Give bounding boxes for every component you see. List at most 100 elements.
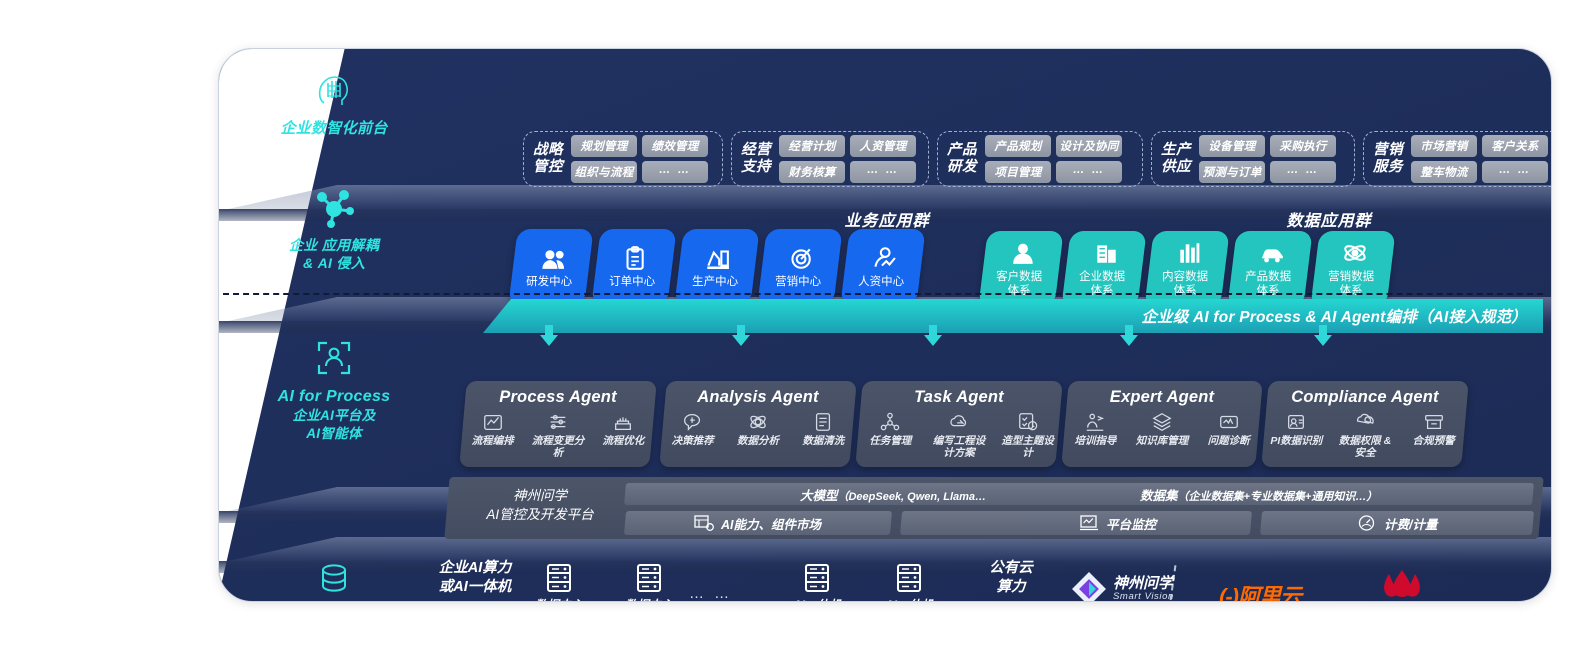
chart-box-icon bbox=[483, 414, 502, 430]
domain-chip-grid: 经营计划 人资管理 财务核算… … bbox=[779, 135, 916, 183]
domain-chip[interactable]: … … bbox=[642, 161, 708, 183]
app-card[interactable]: 企业数据 体系 bbox=[1061, 231, 1147, 307]
domain-chip[interactable]: 人资管理 bbox=[850, 135, 916, 157]
agent-card[interactable]: Compliance Agent PI数据识别 数据权限 & 安全 合规预警 bbox=[1261, 381, 1469, 467]
user-icon bbox=[1013, 243, 1033, 264]
app-card[interactable]: 营销数据 体系 bbox=[1310, 231, 1396, 307]
agent-capability-label: 数据分析 bbox=[736, 435, 779, 447]
domain-chip[interactable]: 设计及协同 bbox=[1056, 135, 1122, 157]
agent-capability[interactable]: 知识库管理 bbox=[1132, 411, 1193, 447]
infra-node[interactable]: AI一体机 bbox=[869, 561, 949, 601]
agent-capability-label: 任务管理 bbox=[869, 435, 912, 447]
domain-chip[interactable]: 规划管理 bbox=[571, 135, 637, 157]
agent-capability[interactable]: 任务管理 bbox=[859, 411, 922, 459]
agent-capability-label: PI数据识别 bbox=[1270, 435, 1323, 447]
app-card[interactable]: 产品数据 体系 bbox=[1227, 231, 1313, 307]
infra-node[interactable]: AI一体机 bbox=[777, 561, 857, 601]
domain-group-operation[interactable]: 经营 支持 经营计划 人资管理 财务核算… … bbox=[731, 131, 929, 187]
server-icon bbox=[637, 564, 661, 592]
agent-capability[interactable]: 培训指导 bbox=[1065, 411, 1126, 447]
domain-chip[interactable]: … … bbox=[1482, 161, 1548, 183]
domain-group-product[interactable]: 产品 研发 产品规划 设计及协同 项目管理… … bbox=[937, 131, 1143, 187]
app-card[interactable]: 人资中心 bbox=[840, 229, 926, 305]
domain-chip[interactable]: 客户关系 bbox=[1482, 135, 1548, 157]
domain-group-strategy[interactable]: 战略 管控 规划管理 绩效管理 组织与流程… … bbox=[523, 131, 723, 187]
domain-group-production[interactable]: 生产 供应 设备管理 采购执行 预测与订单… … bbox=[1151, 131, 1355, 187]
agent-capability[interactable]: PI数据识别 bbox=[1265, 411, 1328, 459]
sliders-icon bbox=[550, 414, 566, 430]
infra-node[interactable]: 数据中心 bbox=[519, 561, 599, 601]
agent-capability-label: 数据权限 & 安全 bbox=[1338, 435, 1392, 460]
agent-capability[interactable]: 数据权限 & 安全 bbox=[1334, 411, 1397, 459]
agent-capability[interactable]: 数据分析 bbox=[728, 411, 787, 447]
domain-chip[interactable]: 组织与流程 bbox=[571, 161, 637, 183]
domain-group-marketing[interactable]: 营销 服务 市场营销 客户关系 整车物流… … bbox=[1363, 131, 1551, 187]
app-card[interactable]: 客户数据 体系 bbox=[978, 231, 1064, 307]
domain-group-name: 经营 支持 bbox=[741, 141, 771, 175]
agent-capability-label: 流程变更分析 bbox=[531, 435, 585, 460]
agent-capability[interactable]: 数据清洗 bbox=[794, 411, 853, 447]
agent-capability[interactable]: 流程优化 bbox=[594, 411, 653, 459]
server-icon bbox=[897, 564, 921, 592]
domain-chip[interactable]: 预测与订单 bbox=[1199, 161, 1265, 183]
agent-card[interactable]: Analysis Agent 决策推荐 数据分析 数据清洗 bbox=[659, 381, 857, 467]
domain-chip[interactable]: 绩效管理 bbox=[642, 135, 708, 157]
speech-idea-icon bbox=[683, 414, 700, 431]
cake-icon bbox=[615, 417, 632, 430]
agent-capability-label: 流程编排 bbox=[471, 435, 514, 447]
platform-cell-billing[interactable]: 计费/计量 bbox=[1259, 511, 1535, 535]
factory-icon bbox=[707, 250, 729, 269]
domain-chip[interactable]: 经营计划 bbox=[779, 135, 845, 157]
infra-node-label: AI一体机 bbox=[793, 598, 841, 601]
domain-chip-grid: 设备管理 采购执行 预测与订单… … bbox=[1199, 135, 1336, 183]
rail-ai-process-sub: 企业AI平台及 AI智能体 bbox=[292, 408, 376, 441]
domain-chip[interactable]: 采购执行 bbox=[1270, 135, 1336, 157]
platform-cell-monitor[interactable]: 平台监控 bbox=[983, 511, 1253, 535]
molecule-icon bbox=[317, 190, 354, 228]
domain-chip[interactable]: 项目管理 bbox=[985, 161, 1051, 183]
checklist-clock-icon bbox=[1018, 413, 1037, 431]
domain-chip[interactable]: 整车物流 bbox=[1411, 161, 1477, 183]
app-card[interactable]: 营销中心 bbox=[757, 229, 843, 305]
agent-card[interactable]: Task Agent 任务管理 编写工程设计方案 造型主题设计 bbox=[855, 381, 1063, 467]
target-icon bbox=[791, 248, 811, 269]
app-card[interactable]: 生产中心 bbox=[674, 229, 760, 305]
agent-card[interactable]: Expert Agent 培训指导 知识库管理 问题诊断 bbox=[1061, 381, 1263, 467]
domain-chip[interactable]: … … bbox=[1270, 161, 1336, 183]
domain-chip[interactable]: … … bbox=[1056, 161, 1122, 183]
agent-capability[interactable]: 流程编排 bbox=[463, 411, 522, 459]
domain-chip[interactable]: … … bbox=[850, 161, 916, 183]
domain-group-name: 战略 管控 bbox=[533, 141, 563, 175]
platform-cell-ai-components[interactable]: AI能力、组件市场 bbox=[623, 511, 893, 535]
brain-head-icon bbox=[318, 76, 349, 105]
app-card[interactable]: 内容数据 体系 bbox=[1144, 231, 1230, 307]
components-icon bbox=[694, 515, 715, 531]
vendor-logo-smartvision: 神州问学 Smart Vision bbox=[1071, 571, 1174, 601]
shield-cloud-icon bbox=[1356, 413, 1374, 424]
app-card[interactable]: 研发中心 bbox=[508, 229, 594, 305]
rail-front-office: 企业数智化前台 bbox=[219, 69, 449, 138]
atom-icon bbox=[1344, 245, 1366, 261]
server-icon bbox=[547, 564, 571, 592]
agent-card[interactable]: Process Agent 流程编排 流程变更分析 流程优化 bbox=[459, 381, 657, 467]
rail-decouple-label: 企业 应用解耦 & AI 侵入 bbox=[289, 237, 379, 271]
platform-cell-dataset[interactable]: 数据集（企业数据集+专业数据集+通用知识…） bbox=[984, 483, 1534, 505]
agent-capability-label: 问题诊断 bbox=[1207, 435, 1250, 447]
domain-chip[interactable]: 产品规划 bbox=[985, 135, 1051, 157]
agent-capability[interactable]: 流程变更分析 bbox=[528, 411, 587, 459]
app-card-label: 营销中心 bbox=[775, 275, 822, 288]
app-card[interactable]: 订单中心 bbox=[591, 229, 677, 305]
agent-capability-label: 编写工程设计方案 bbox=[932, 435, 986, 460]
domain-chip[interactable]: 财务核算 bbox=[779, 161, 845, 183]
person-chart-icon bbox=[874, 247, 896, 267]
agent-capability[interactable]: 编写工程设计方案 bbox=[928, 411, 991, 459]
infra-node[interactable]: 数据中心 bbox=[609, 561, 689, 601]
domain-chip[interactable]: 设备管理 bbox=[1199, 135, 1265, 157]
domain-chip[interactable]: 市场营销 bbox=[1411, 135, 1477, 157]
agent-capability[interactable]: 合规预警 bbox=[1402, 411, 1465, 459]
agent-capability[interactable]: 问题诊断 bbox=[1198, 411, 1259, 447]
app-card-label: 生产中心 bbox=[692, 275, 739, 288]
data-apps-title: 数据应用群 bbox=[1286, 213, 1372, 230]
agent-capability[interactable]: 造型主题设计 bbox=[996, 411, 1059, 459]
agent-capability[interactable]: 决策推荐 bbox=[663, 411, 722, 447]
